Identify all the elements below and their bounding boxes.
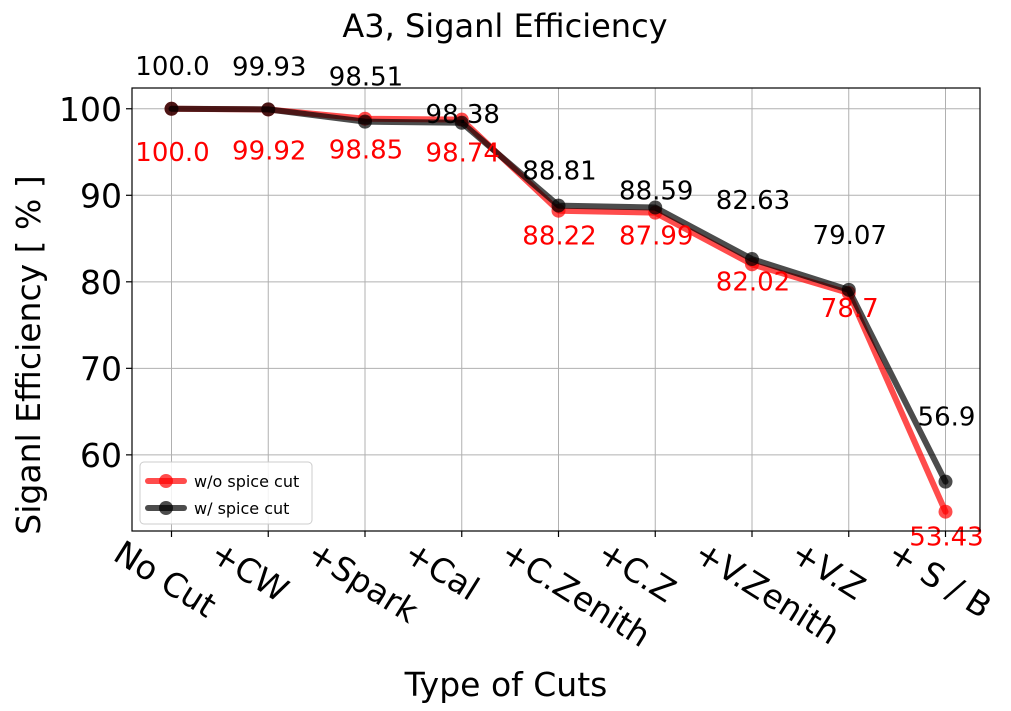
- data-point: [164, 101, 179, 116]
- data-label: 53.43: [909, 523, 983, 553]
- data-label: 100.0: [135, 52, 209, 82]
- data-labels: 100.0 99.92 98.85 98.74 88.22 87.99 82.02 78.7 5…: [135, 52, 983, 553]
- data-point: [358, 114, 372, 129]
- data-label: 100.0: [135, 138, 209, 168]
- legend-label: w/o spice cut: [194, 472, 299, 491]
- legend-swatch-marker: [159, 501, 173, 515]
- y-tick-label: 60: [80, 436, 122, 475]
- data-point: [938, 474, 953, 489]
- data-label: 98.38: [426, 100, 500, 130]
- data-label: 98.85: [329, 136, 403, 166]
- data-label: 88.59: [619, 176, 693, 206]
- y-tick-label: 90: [80, 176, 122, 215]
- x-axis-label: Type of Cuts: [404, 665, 608, 704]
- legend-swatch-marker: [159, 474, 173, 488]
- y-axis: 60 70 80 90 100: [59, 90, 132, 475]
- y-tick-label: 100: [59, 90, 122, 129]
- data-point: [551, 198, 566, 213]
- data-label: 56.9: [918, 403, 976, 433]
- chart-title: A3, Siganl Efficiency: [342, 7, 667, 45]
- data-label: 99.93: [232, 52, 306, 82]
- x-tick-label: No Cut: [107, 533, 223, 626]
- data-label: 78.7: [821, 294, 879, 324]
- data-label: 82.02: [716, 267, 790, 297]
- y-tick-label: 70: [80, 349, 122, 388]
- plot-frame: [131, 87, 981, 532]
- y-tick-label: 80: [80, 263, 122, 302]
- data-point: [454, 115, 469, 130]
- data-label: 99.92: [232, 136, 306, 166]
- data-label: 87.99: [619, 222, 693, 252]
- data-label: 98.74: [426, 139, 500, 169]
- x-tick-label: +Spark: [301, 533, 426, 631]
- data-point: [745, 252, 759, 267]
- data-point: [261, 102, 276, 117]
- data-label: 88.22: [522, 222, 596, 252]
- data-label: 88.81: [522, 157, 596, 187]
- data-label: 79.07: [813, 221, 887, 251]
- data-point: [938, 504, 953, 519]
- data-point: [648, 200, 663, 215]
- x-axis: No Cut+CW +Spark+Cal +C.Zenith+C.Z +V.Zenit…: [107, 531, 998, 655]
- data-point: [841, 282, 856, 297]
- legend-label: w/ spice cut: [194, 499, 289, 518]
- series-layer: [164, 101, 953, 519]
- data-label: 82.63: [716, 186, 790, 216]
- legend: w/o spice cut w/ spice cut: [139, 461, 313, 525]
- grid: [132, 88, 980, 531]
- y-axis-label: Siganl Efficiency [ % ]: [9, 175, 48, 534]
